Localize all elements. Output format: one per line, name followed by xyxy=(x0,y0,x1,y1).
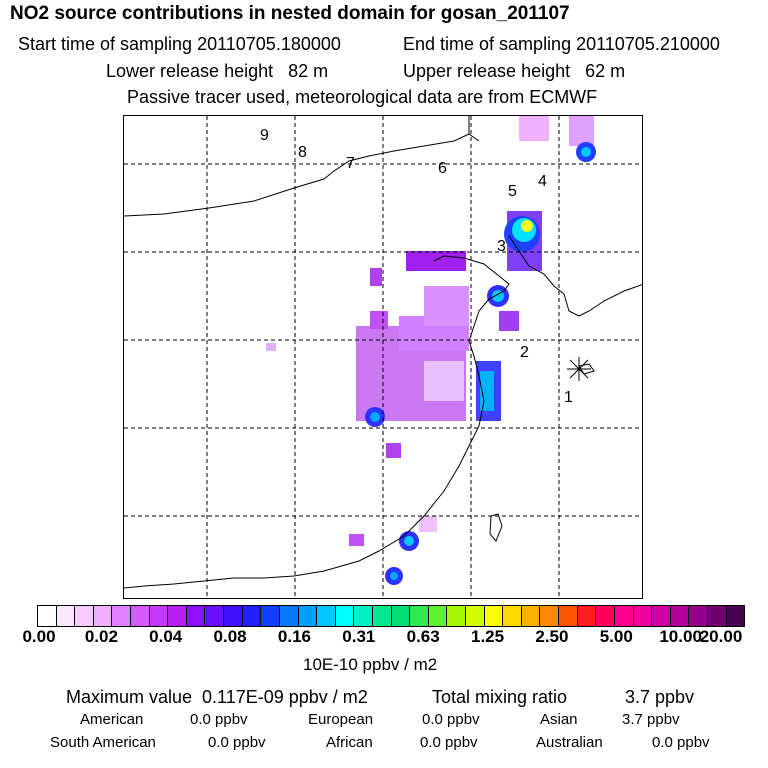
map-canvas: 9 8 7 6 5 4 3 2 1 xyxy=(124,116,642,598)
australian-value: 0.0 ppbv xyxy=(652,734,710,751)
lower-release-height: Lower release height 82 m xyxy=(106,61,329,81)
colorbar-swatch xyxy=(539,606,559,626)
colorbar-swatch xyxy=(316,606,335,626)
colorbar-tick-label: 0.31 xyxy=(342,627,376,646)
american-label: American xyxy=(80,711,144,728)
colorbar-units: 10E-10 ppbv / m2 xyxy=(303,655,438,674)
european-label: European xyxy=(308,711,374,728)
coastlines xyxy=(124,116,642,589)
colorbar-swatch xyxy=(520,606,540,626)
colorbar-swatch xyxy=(241,606,261,626)
colorbar-swatch xyxy=(669,606,689,626)
colorbar-swatch xyxy=(446,606,466,626)
total-mixing-value: 3.7 ppbv xyxy=(625,687,695,707)
track-label-4: 4 xyxy=(538,173,547,190)
track-label-8: 8 xyxy=(298,144,307,161)
colorbar-swatch xyxy=(260,606,279,626)
colorbar-swatch xyxy=(167,606,186,626)
colorbar-swatch xyxy=(55,606,75,626)
maximum-value: Maximum value 0.117E-09 ppbv / m2 xyxy=(66,687,368,707)
colorbar-swatch xyxy=(613,606,633,626)
colorbar-tick-label: 0.04 xyxy=(149,627,183,646)
colorbar-swatch xyxy=(223,606,242,626)
colorbar-tick-label: 1.25 xyxy=(470,627,505,646)
graticule xyxy=(124,116,642,598)
colorbar-swatch xyxy=(278,606,298,626)
colorbar-swatch xyxy=(576,606,596,626)
african-value: 0.0 ppbv xyxy=(420,734,478,751)
figure-title: NO2 source contributions in nested domai… xyxy=(10,3,570,24)
end-time: End time of sampling 20110705.210000 xyxy=(403,34,720,54)
colorbar-swatch xyxy=(74,606,93,626)
colorbar-tick-label: 10.00 xyxy=(659,627,702,646)
colorbar-swatch xyxy=(632,606,652,626)
map-panel: 9 8 7 6 5 4 3 2 1 xyxy=(123,115,643,599)
colorbar-tick-label: 20.00 xyxy=(699,627,743,646)
colorbar-tick-label: 0.00 xyxy=(22,627,56,646)
track-label-3: 3 xyxy=(497,238,506,255)
colorbar-swatch xyxy=(334,606,354,626)
colorbar-swatch xyxy=(38,606,56,626)
colorbar-swatch xyxy=(725,606,745,626)
colorbar-swatch xyxy=(688,606,707,626)
total-mixing-label: Total mixing ratio xyxy=(432,687,568,707)
australian-label: Australian xyxy=(536,734,603,751)
track-label-1: 1 xyxy=(564,389,573,406)
american-value: 0.0 ppbv xyxy=(190,711,248,728)
south-american-value: 0.0 ppbv xyxy=(208,734,266,751)
track-label-2: 2 xyxy=(520,344,529,361)
colorbar-swatch xyxy=(111,606,131,626)
south-american-label: South American xyxy=(50,734,156,751)
track-label-6: 6 xyxy=(438,160,447,177)
upper-release-height: Upper release height 62 m xyxy=(403,61,626,81)
colorbar-swatch xyxy=(595,606,614,626)
colorbar-swatch xyxy=(651,606,670,626)
track-label-5: 5 xyxy=(508,183,517,200)
start-time: Start time of sampling 20110705.180000 xyxy=(18,34,341,54)
colorbar-tick-label: 0.08 xyxy=(213,627,247,646)
colorbar-swatch xyxy=(148,606,168,626)
colorbar-swatch xyxy=(371,606,391,626)
colorbar-swatch xyxy=(706,606,726,626)
colorbar-tick-label: 5.00 xyxy=(599,627,633,646)
colorbar-tick-label: 2.50 xyxy=(535,627,569,646)
african-label: African xyxy=(326,734,373,751)
colorbar-swatch xyxy=(483,606,503,626)
colorbar-swatch xyxy=(130,606,149,626)
colorbar-swatch xyxy=(390,606,410,626)
colorbar-swatch xyxy=(558,606,577,626)
colorbar-swatch xyxy=(92,606,112,626)
colorbar-tick-label: 0.16 xyxy=(277,627,311,646)
asian-value: 3.7 ppbv xyxy=(622,711,680,728)
receptor-asterisk-icon xyxy=(567,357,591,381)
asian-label: Asian xyxy=(540,711,578,728)
colorbar-tick-label: 0.63 xyxy=(406,627,440,646)
track-label-9: 9 xyxy=(260,127,269,144)
colorbar-swatch xyxy=(502,606,521,626)
colorbar-swatch xyxy=(204,606,224,626)
colorbar xyxy=(37,605,745,627)
colorbar-swatch xyxy=(427,606,447,626)
info-line: Passive tracer used, meteorological data… xyxy=(127,87,598,107)
colorbar-tick-label: 0.02 xyxy=(84,627,118,646)
concentration-field xyxy=(266,116,596,585)
colorbar-swatch xyxy=(185,606,205,626)
colorbar-swatch xyxy=(409,606,428,626)
track-label-7: 7 xyxy=(346,155,355,172)
european-value: 0.0 ppbv xyxy=(422,711,480,728)
colorbar-swatch xyxy=(297,606,317,626)
colorbar-swatch xyxy=(465,606,484,626)
colorbar-swatch xyxy=(353,606,372,626)
